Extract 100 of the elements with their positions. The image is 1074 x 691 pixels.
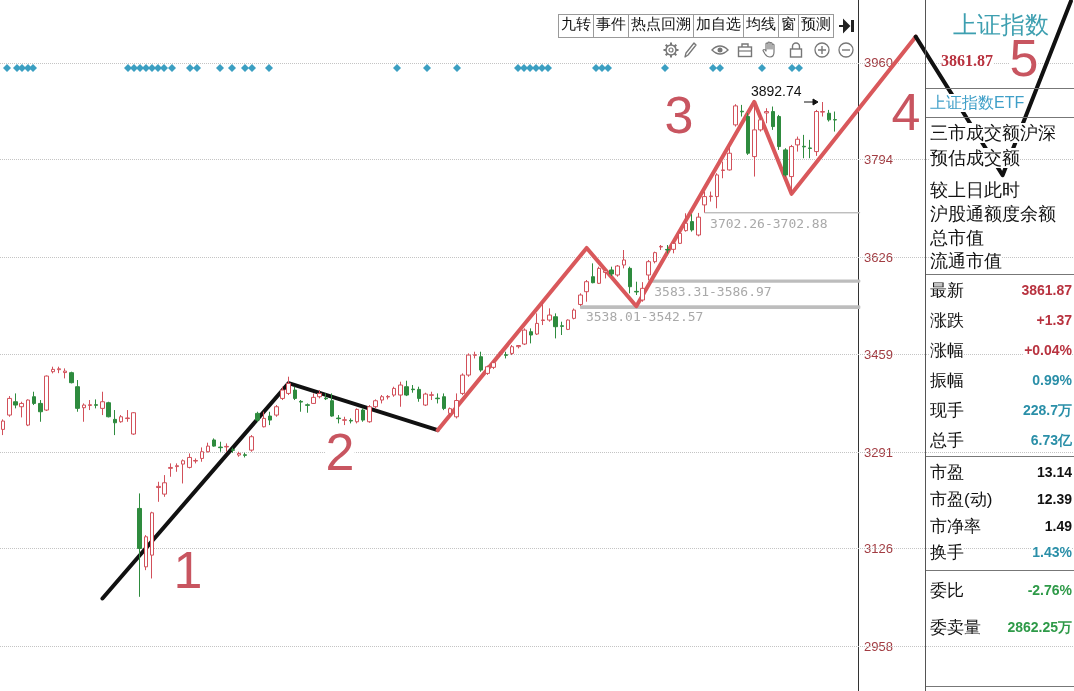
candlestick (578, 292, 583, 307)
candlestick (168, 462, 173, 478)
candlestick (349, 417, 353, 424)
candlestick (212, 437, 216, 448)
candlestick (771, 106, 775, 131)
candlestick (417, 386, 421, 403)
candlestick (144, 534, 148, 571)
y-tick-label: 3794 (864, 152, 893, 168)
candlestick (243, 452, 247, 458)
annotation: +0.04% (1024, 342, 1072, 358)
candlestick (435, 392, 440, 404)
candlestick (597, 266, 601, 285)
annotation: 流通市值 (930, 251, 1002, 271)
candlestick (504, 351, 508, 359)
candlestick (646, 259, 651, 281)
annotation: 1.49 (1044, 518, 1072, 534)
candlestick (7, 395, 12, 418)
candlestick (268, 411, 272, 426)
candlestick (200, 446, 204, 463)
annotation: 委卖量 (930, 617, 981, 637)
annotation: 涨跌 (930, 310, 964, 330)
annotation: 1 (173, 541, 203, 599)
candlestick (516, 344, 521, 349)
annotation: 0.99% (1032, 372, 1072, 388)
candlestick (529, 327, 533, 344)
candlestick (622, 249, 626, 269)
candlestick (249, 434, 254, 453)
candlestick (119, 414, 123, 424)
candlestick (727, 146, 732, 172)
annotation: 12.39 (1036, 491, 1072, 507)
candlestick (106, 401, 111, 418)
candlestick (833, 111, 837, 133)
candlestick (659, 244, 663, 251)
candlestick (175, 462, 179, 473)
candlestick (398, 381, 403, 408)
candlestick (411, 384, 415, 394)
candlestick (19, 401, 24, 418)
candlestick (299, 399, 303, 413)
annotation: 3892.74 (750, 83, 802, 100)
candlestick (609, 266, 614, 277)
candlestick (311, 392, 316, 405)
candlestick (572, 308, 576, 320)
annotation: 加自选 (693, 14, 744, 38)
candlestick (783, 147, 788, 178)
candlestick (13, 392, 18, 409)
annotation: 现手 (930, 400, 964, 420)
candlestick (88, 399, 92, 411)
candlestick (26, 398, 30, 427)
candlestick (94, 398, 98, 409)
annotation: 市净率 (930, 516, 981, 536)
annotation: 4 (891, 83, 921, 141)
candlestick (361, 407, 365, 423)
annotation: 13.14 (1036, 464, 1072, 480)
candlestick (274, 404, 279, 418)
candlestick (721, 161, 725, 179)
candlestick (671, 241, 676, 254)
candlestick (237, 451, 241, 458)
candlestick (709, 191, 713, 203)
band-label: 3702.26-3702.88 (710, 216, 828, 232)
annotation: 2862.25万 (1007, 619, 1072, 635)
candlestick (150, 511, 154, 579)
candlestick (547, 307, 552, 323)
annotation: 九转 (558, 14, 594, 38)
candlestick (69, 371, 74, 384)
text: 3861.87 (941, 51, 993, 70)
y-tick-label: 3126 (864, 540, 893, 556)
candlestick (293, 386, 297, 401)
annotation: 均线 (743, 14, 779, 38)
candlestick (380, 394, 384, 404)
annotation: 振幅 (930, 370, 964, 390)
annotation: 市盈 (930, 462, 964, 482)
candlestick (342, 416, 347, 426)
candlestick (317, 389, 322, 399)
candlestick (206, 442, 210, 453)
candlestick (324, 392, 328, 401)
annotation: 6.73亿 (1030, 432, 1072, 448)
candlestick (789, 144, 794, 194)
annotation: 总市值 (930, 228, 984, 248)
annotation: 3 (664, 86, 694, 144)
candlestick (535, 312, 539, 336)
y-tick-label: 3626 (864, 249, 893, 265)
candlestick (764, 107, 769, 124)
candlestick (224, 442, 229, 453)
candlestick (740, 104, 744, 118)
annotation: +1.37 (1036, 312, 1072, 328)
candlestick (827, 109, 831, 123)
candlestick (404, 380, 409, 397)
candlestick (678, 231, 682, 245)
candlestick (795, 136, 800, 153)
candlestick (330, 392, 334, 418)
candlestick (808, 139, 812, 159)
candlestick (696, 212, 701, 237)
candlestick (442, 392, 446, 411)
annotation: 窗 (778, 14, 799, 38)
candlestick (448, 407, 452, 418)
candlestick (255, 411, 260, 423)
candlestick (802, 134, 806, 159)
annotation: 热点回溯 (628, 14, 694, 38)
candlestick (733, 103, 738, 128)
annotation: 预估成交额 (930, 148, 1020, 168)
